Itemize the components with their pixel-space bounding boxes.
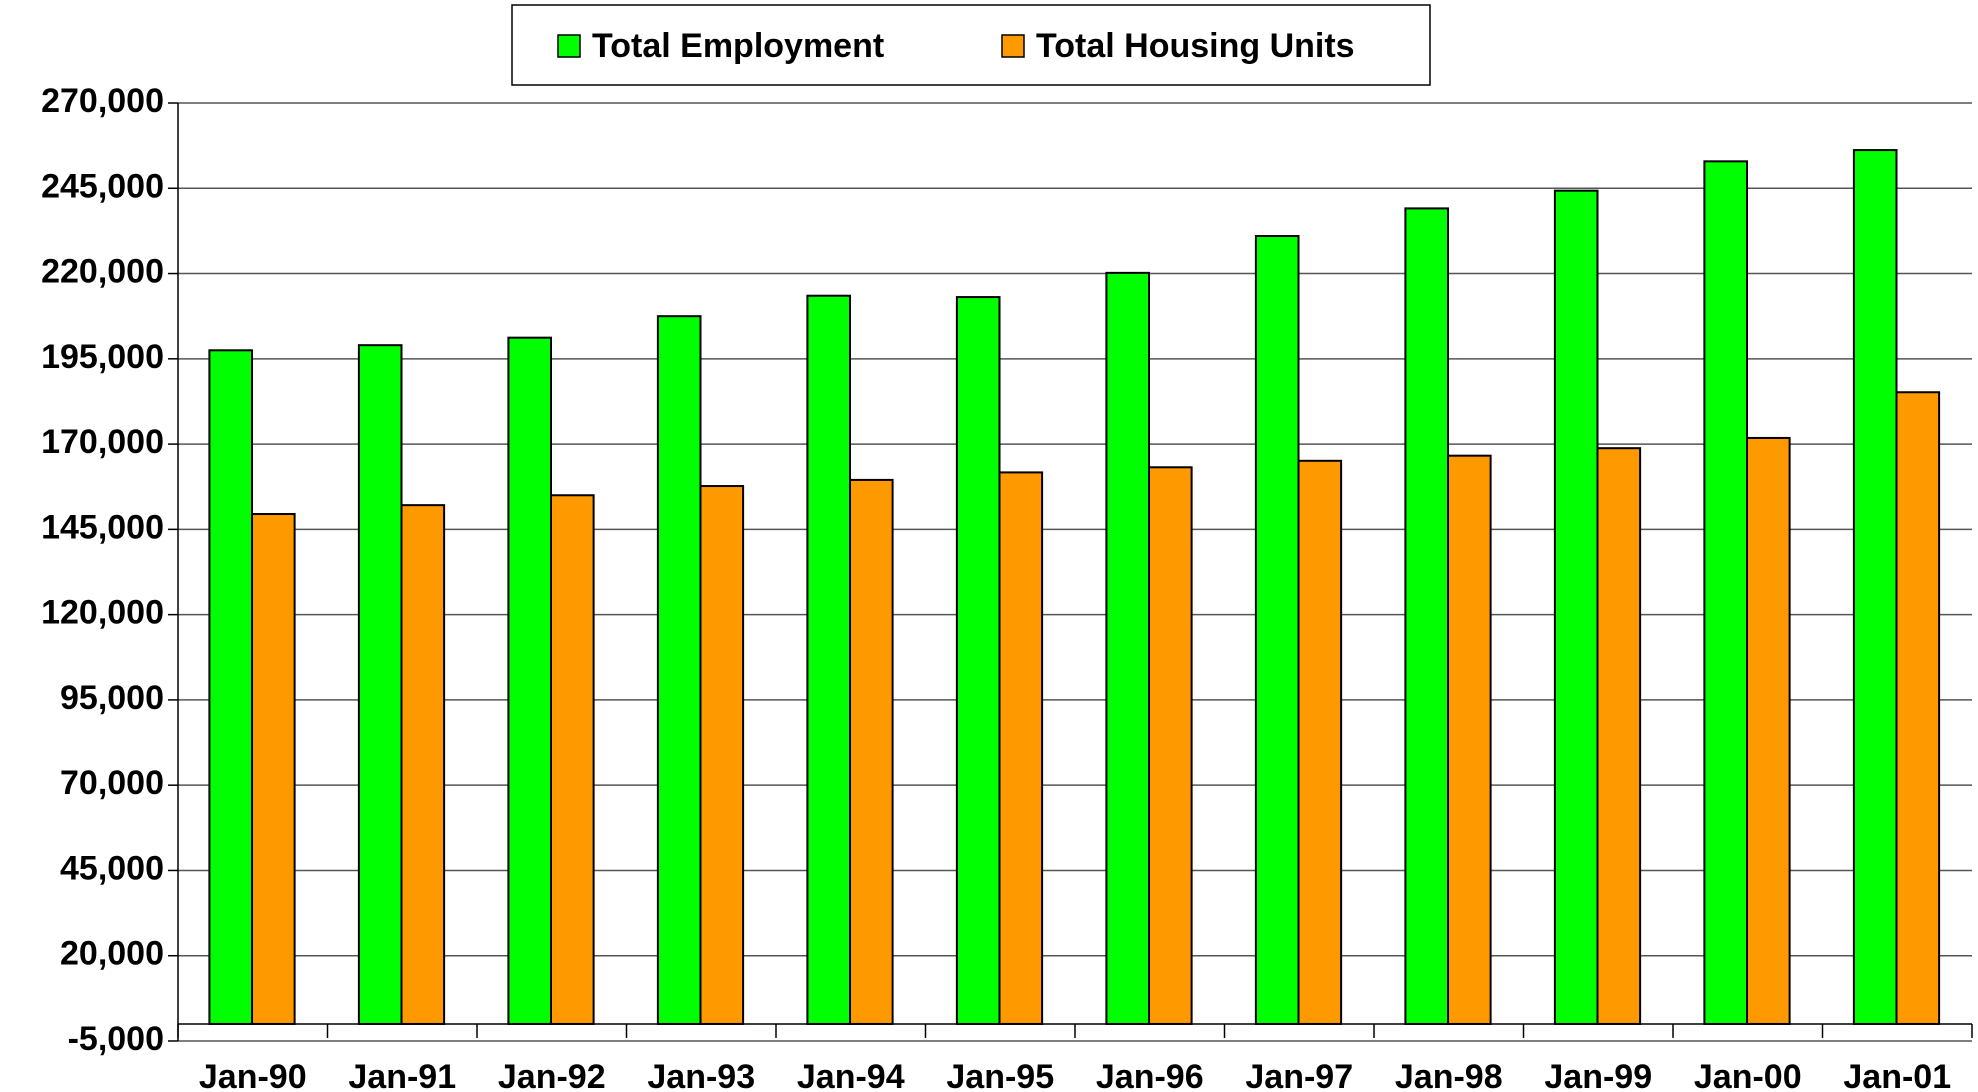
bar [1254,235,1300,1025]
y-tick-label: 20,000 [60,935,164,973]
bar [1404,207,1450,1025]
x-tick-label: Jan-99 [1544,1058,1652,1092]
x-tick-label: Jan-97 [1245,1058,1353,1092]
bar [806,294,852,1025]
bar [1105,271,1151,1025]
bar [251,513,296,1025]
legend-box [511,4,1431,86]
x-tick-label: Jan-98 [1395,1058,1503,1092]
y-tick-label: 195,000 [41,338,164,376]
bar [1746,436,1791,1025]
y-tick-label: 70,000 [60,764,164,802]
y-tick-label: -5,000 [68,1020,164,1058]
x-tick-label: Jan-01 [1843,1058,1951,1092]
bar [1703,160,1749,1025]
bar [208,349,254,1025]
x-tick-label: Jan-90 [199,1058,307,1092]
bar [656,315,702,1025]
bar [1895,391,1941,1025]
x-tick-label: Jan-93 [647,1058,755,1092]
y-tick-label: 170,000 [41,423,164,461]
bar [849,478,894,1025]
bar [1596,447,1642,1025]
x-tick-label: Jan-95 [946,1058,1054,1092]
bar [1297,459,1343,1025]
y-tick-label: 145,000 [41,508,164,546]
x-tick-label: Jan-94 [797,1058,905,1092]
bar [955,296,1001,1025]
bar [507,336,553,1025]
y-tick-label: 120,000 [41,594,164,632]
bar [550,494,595,1025]
bar [1447,454,1492,1025]
x-tick-label: Jan-00 [1694,1058,1802,1092]
legend-swatch [557,34,581,58]
x-tick-label: Jan-91 [348,1058,456,1092]
bar [1148,466,1193,1025]
bar [1553,189,1599,1025]
legend-label: Total Housing Units [1036,27,1355,65]
y-tick-label: 220,000 [41,253,164,291]
bar [699,485,745,1025]
bar [400,504,446,1025]
bar [998,471,1044,1025]
y-tick-label: 245,000 [41,167,164,205]
legend-swatch [1001,34,1025,58]
bar [357,344,403,1025]
y-tick-label: 95,000 [60,679,164,717]
x-tick-label: Jan-92 [498,1058,606,1092]
legend-label: Total Employment [592,27,884,65]
bar [1852,149,1898,1025]
y-tick-label: 45,000 [60,849,164,887]
x-tick-label: Jan-96 [1096,1058,1204,1092]
y-tick-label: 270,000 [41,82,164,120]
